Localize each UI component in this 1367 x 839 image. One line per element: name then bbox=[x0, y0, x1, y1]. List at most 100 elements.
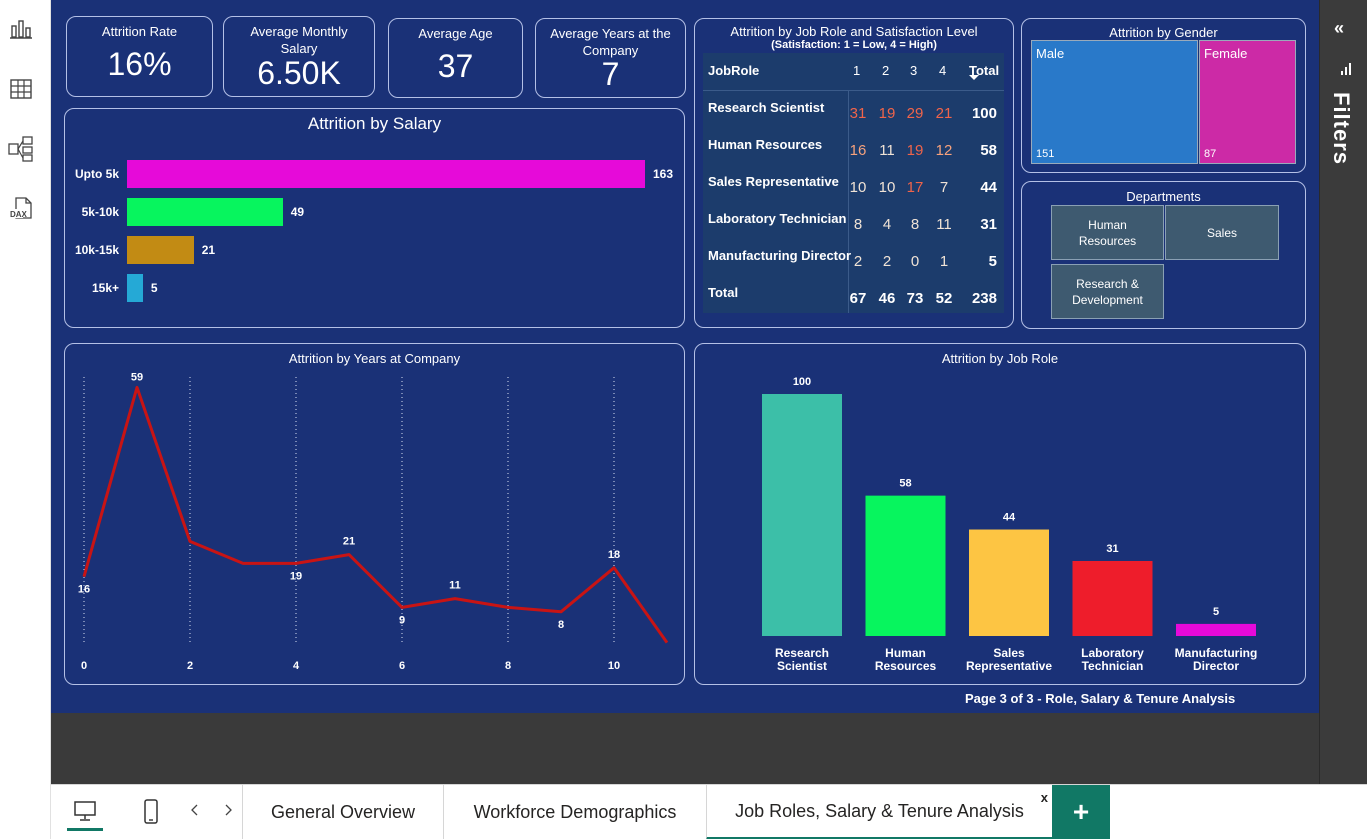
matrix-row-total[interactable]: 5 bbox=[988, 253, 997, 270]
matrix-cell[interactable]: 19 bbox=[906, 142, 924, 159]
matrix-cell[interactable]: 10 bbox=[878, 179, 896, 196]
matrix-row-label[interactable]: Sales Representative bbox=[708, 174, 839, 189]
matrix-col-1[interactable]: 1 bbox=[853, 63, 861, 78]
x-tick-label: 6 bbox=[399, 660, 405, 672]
category-label: Human bbox=[885, 646, 926, 660]
dept-button-human-resources[interactable]: Human Resources bbox=[1051, 205, 1164, 260]
treemap-tile-female[interactable]: Female 87 bbox=[1199, 40, 1296, 164]
kpi-avg-age[interactable]: Average Age 37 bbox=[388, 18, 523, 98]
treemap-value: 151 bbox=[1036, 148, 1055, 160]
jobrole-bar bbox=[1072, 560, 1153, 636]
matrix-cell[interactable]: 16 bbox=[849, 142, 867, 159]
filters-label: Filters bbox=[1329, 92, 1354, 166]
matrix-cell[interactable]: 29 bbox=[906, 105, 924, 122]
salary-bar[interactable] bbox=[127, 160, 645, 188]
next-page-icon[interactable] bbox=[224, 803, 232, 819]
add-page-button[interactable]: + bbox=[1052, 785, 1110, 839]
salary-bar[interactable] bbox=[127, 236, 194, 264]
dept-button-research-development[interactable]: Research & Development bbox=[1051, 264, 1164, 319]
mobile-view-icon[interactable] bbox=[139, 793, 163, 831]
years-chart-card[interactable]: Attrition by Years at Company 0 2 4 6 8 10 16 5… bbox=[64, 343, 685, 685]
line-data-label: 16 bbox=[78, 584, 90, 596]
treemap-tile-male[interactable]: Male 151 bbox=[1031, 40, 1198, 164]
matrix-cell[interactable]: 11 bbox=[936, 216, 952, 233]
matrix-cell[interactable]: 10 bbox=[849, 179, 867, 196]
matrix-col-jobrole[interactable]: JobRole bbox=[708, 63, 760, 78]
matrix-total-label[interactable]: Total bbox=[708, 285, 739, 300]
matrix-row-label[interactable]: Research Scientist bbox=[708, 100, 825, 115]
matrix-cell[interactable]: 21 bbox=[935, 105, 953, 122]
matrix-cell[interactable]: 17 bbox=[906, 179, 924, 196]
line-data-label: 9 bbox=[399, 614, 405, 626]
line-data-label: 19 bbox=[290, 570, 302, 582]
dept-button-sales[interactable]: Sales bbox=[1165, 205, 1279, 260]
salary-bar[interactable] bbox=[127, 274, 143, 302]
report-view-icon[interactable] bbox=[8, 16, 34, 42]
line-data-label: 21 bbox=[343, 536, 355, 548]
matrix-cell[interactable]: 2 bbox=[882, 253, 892, 270]
salary-bar[interactable] bbox=[127, 198, 283, 226]
prev-page-icon[interactable] bbox=[191, 803, 199, 819]
matrix-cell[interactable]: 46 bbox=[878, 290, 896, 307]
report-canvas: Attrition Rate 16% Average Monthly Salar… bbox=[51, 0, 1319, 713]
salary-data-label: 21 bbox=[201, 243, 216, 257]
matrix-row-label[interactable]: Human Resources bbox=[708, 137, 823, 152]
kpi-label: Average Age bbox=[418, 26, 493, 41]
jobrole-bar bbox=[1176, 623, 1256, 636]
matrix-col-4[interactable]: 4 bbox=[939, 63, 947, 78]
desktop-view-icon[interactable] bbox=[67, 793, 103, 831]
kpi-attrition-rate[interactable]: Attrition Rate 16% bbox=[66, 16, 213, 97]
matrix-col-2[interactable]: 2 bbox=[882, 63, 890, 78]
matrix-cell[interactable]: 8 bbox=[910, 216, 920, 233]
salary-category-label: 5k-10k bbox=[81, 205, 119, 219]
filters-pane[interactable]: « Filters bbox=[1319, 0, 1367, 784]
matrix-cell[interactable]: 31 bbox=[849, 105, 867, 122]
matrix-cell[interactable]: 12 bbox=[935, 142, 953, 159]
matrix-row-total[interactable]: 100 bbox=[971, 105, 997, 122]
bar-data-label: 44 bbox=[1003, 512, 1016, 524]
svg-text:DAX: DAX bbox=[10, 210, 28, 219]
matrix-subtitle: (Satisfaction: 1 = Low, 4 = High) bbox=[771, 39, 937, 51]
tab-job-roles-salary-tenure[interactable]: Job Roles, Salary & Tenure Analysis x bbox=[706, 785, 1052, 839]
kpi-value: 37 bbox=[437, 48, 474, 84]
close-tab-icon[interactable]: x bbox=[1040, 790, 1048, 805]
matrix-cell[interactable]: 1 bbox=[939, 253, 949, 270]
salary-chart-card[interactable]: Attrition by Salary Upto 5k 163 5k-10k 49 10… bbox=[64, 108, 685, 328]
matrix-cell[interactable]: 73 bbox=[906, 290, 924, 307]
tab-general-overview[interactable]: General Overview bbox=[242, 785, 443, 839]
matrix-row-total[interactable]: 238 bbox=[971, 290, 997, 307]
matrix-cell[interactable]: 2 bbox=[853, 253, 863, 270]
matrix-row-label[interactable]: Manufacturing Director bbox=[708, 248, 852, 263]
matrix-row-total[interactable]: 31 bbox=[980, 216, 997, 233]
model-view-icon[interactable] bbox=[8, 136, 34, 162]
tab-label: Job Roles, Salary & Tenure Analysis bbox=[735, 800, 1024, 821]
jobrole-bar bbox=[969, 529, 1049, 636]
matrix-cell[interactable]: 19 bbox=[878, 105, 896, 122]
matrix-cell[interactable]: 52 bbox=[935, 290, 953, 307]
matrix-row-label[interactable]: Laboratory Technician bbox=[708, 211, 847, 226]
matrix-row-total[interactable]: 44 bbox=[980, 179, 997, 196]
matrix-cell[interactable]: 67 bbox=[849, 290, 867, 307]
matrix-cell[interactable]: 0 bbox=[910, 253, 920, 270]
table-view-icon[interactable] bbox=[8, 76, 34, 102]
gender-treemap-card[interactable]: Attrition by Gender Male 151 Female 87 bbox=[1021, 18, 1306, 173]
kpi-avg-years[interactable]: Average Years at the Company 7 bbox=[535, 18, 686, 98]
x-tick-label: 0 bbox=[81, 660, 87, 672]
matrix-col-3[interactable]: 3 bbox=[910, 63, 918, 78]
matrix-cell[interactable]: 11 bbox=[879, 142, 895, 159]
matrix-col-total[interactable]: Total bbox=[969, 63, 1000, 78]
matrix-cell[interactable]: 7 bbox=[939, 179, 949, 196]
matrix-row-total[interactable]: 58 bbox=[980, 142, 997, 159]
tab-workforce-demographics[interactable]: Workforce Demographics bbox=[443, 785, 706, 839]
dax-query-icon[interactable]: DAX bbox=[8, 196, 34, 222]
category-label: Laboratory bbox=[1081, 646, 1144, 660]
collapse-chevron-icon[interactable]: « bbox=[1334, 18, 1345, 38]
matrix-cell[interactable]: 4 bbox=[882, 216, 892, 233]
jobrole-chart-card[interactable]: Attrition by Job Role 100 Research Scienti… bbox=[694, 343, 1306, 685]
matrix-cell[interactable]: 8 bbox=[853, 216, 863, 233]
jobrole-satisfaction-matrix-card[interactable]: Attrition by Job Role and Satisfaction L… bbox=[694, 18, 1014, 328]
category-label: Director bbox=[1193, 659, 1239, 673]
kpi-avg-monthly-salary[interactable]: Average Monthly Salary 6.50K bbox=[223, 16, 375, 97]
kpi-label: Average Years at the Company bbox=[550, 26, 671, 58]
